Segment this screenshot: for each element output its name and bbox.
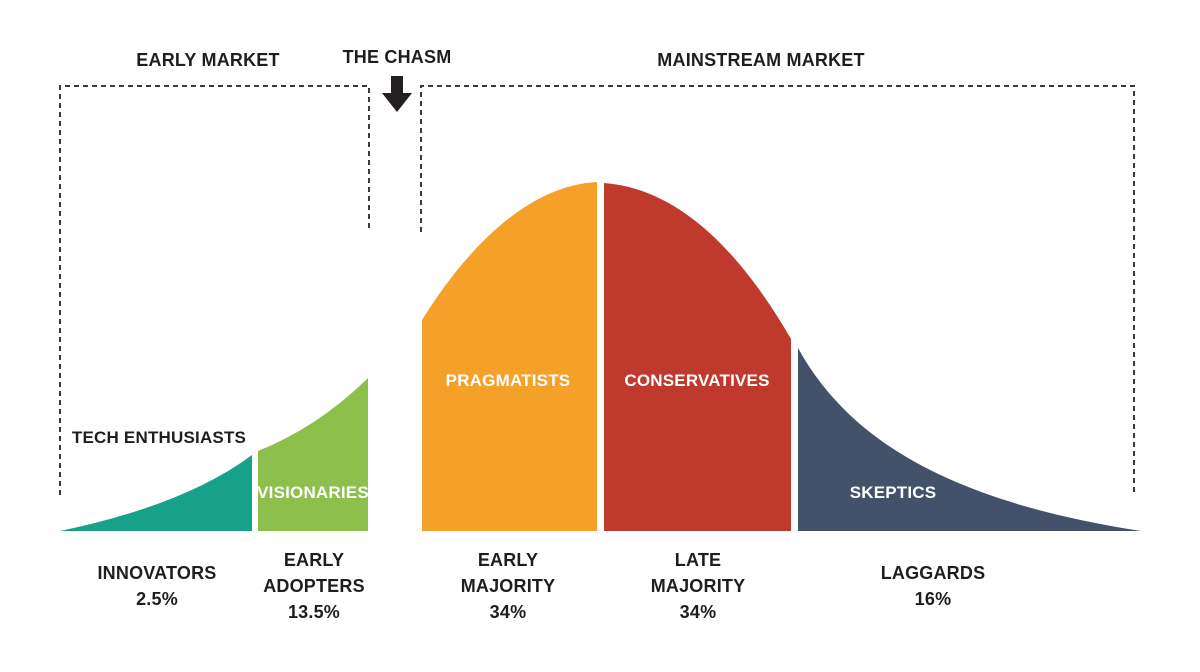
- segment-name: LATE MAJORITY: [650, 550, 746, 596]
- pragmatists-label: PRAGMATISTS: [445, 371, 571, 390]
- segment-percent: 2.5%: [136, 589, 178, 609]
- segment-name: LAGGARDS: [880, 563, 986, 583]
- early-adopters-caption: EARLY ADOPTERS 13.5%: [249, 547, 379, 625]
- innovators-caption: INNOVATORS 2.5%: [67, 560, 247, 612]
- segment-name: INNOVATORS: [97, 563, 217, 583]
- early-majority-caption: EARLY MAJORITY 34%: [443, 547, 573, 625]
- laggards-area: [798, 348, 1141, 531]
- late-majority-area: [604, 183, 791, 531]
- mainstream-market-label: MAINSTREAM MARKET: [657, 50, 865, 70]
- early-adopters-area: [258, 378, 368, 531]
- segment-percent: 13.5%: [287, 602, 341, 622]
- segment-name: EARLY ADOPTERS: [263, 550, 365, 596]
- visionaries-label: VISIONARIES: [257, 483, 369, 502]
- skeptics-label: SKEPTICS: [849, 483, 937, 502]
- tech-enthusiasts-label: TECH ENTHUSIASTS: [71, 428, 247, 447]
- innovators-area: [60, 455, 252, 531]
- segment-percent: 16%: [914, 589, 952, 609]
- early-majority-area: [422, 182, 597, 531]
- early-market-label: EARLY MARKET: [136, 50, 280, 70]
- mainstream-market-bracket: [420, 85, 1135, 493]
- late-majority-caption: LATE MAJORITY 34%: [633, 547, 763, 625]
- chasm-label: THE CHASM: [342, 47, 452, 67]
- chasm-down-arrow-icon: [382, 76, 412, 112]
- segment-percent: 34%: [489, 602, 527, 622]
- segment-percent: 34%: [679, 602, 717, 622]
- laggards-caption: LAGGARDS 16%: [843, 560, 1023, 612]
- segment-name: EARLY MAJORITY: [460, 550, 556, 596]
- conservatives-label: CONSERVATIVES: [624, 371, 770, 390]
